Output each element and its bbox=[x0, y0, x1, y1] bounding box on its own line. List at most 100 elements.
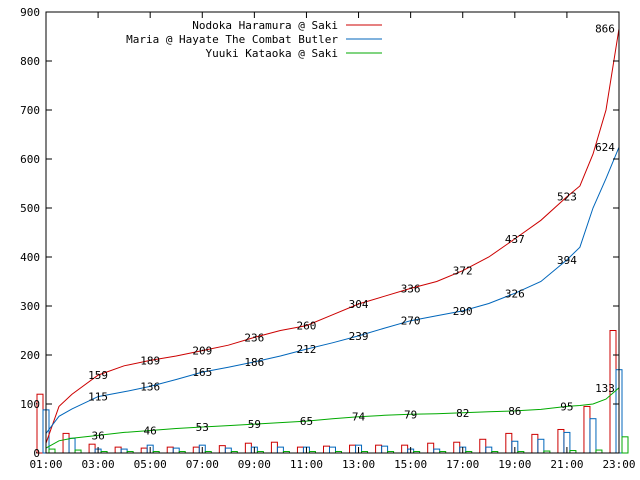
point-label: 866 bbox=[595, 23, 615, 36]
point-label: 115 bbox=[88, 391, 108, 404]
point-label: 437 bbox=[505, 233, 525, 246]
hourly-bar bbox=[323, 445, 330, 454]
point-label: 159 bbox=[88, 369, 108, 382]
hourly-bar bbox=[557, 428, 565, 454]
hourly-bar bbox=[485, 446, 493, 454]
point-label: 86 bbox=[508, 405, 521, 418]
point-labels: 159 189 209 236 260 304 336 372 437 523 866 115 136 1… bbox=[88, 23, 615, 443]
hourly-bar bbox=[375, 444, 383, 454]
point-label: 290 bbox=[453, 305, 473, 318]
point-label: 212 bbox=[297, 343, 317, 356]
hourly-bar bbox=[140, 447, 148, 454]
x-tick-label: 07:00 bbox=[186, 458, 219, 471]
hourly-bar bbox=[531, 433, 539, 454]
hourly-bar bbox=[172, 447, 180, 454]
y-tick-label: 800 bbox=[20, 55, 40, 68]
y-tick-label: 100 bbox=[20, 398, 40, 411]
hourly-bar bbox=[244, 442, 252, 454]
point-label: 523 bbox=[557, 191, 577, 204]
hourly-bar bbox=[381, 445, 389, 454]
hourly-bar bbox=[621, 436, 629, 454]
x-tick-label: 23:00 bbox=[602, 458, 635, 471]
hourly-bar bbox=[114, 446, 122, 454]
point-label: 372 bbox=[453, 265, 473, 278]
point-label: 394 bbox=[557, 254, 577, 267]
hourly-bar bbox=[192, 446, 200, 454]
hourly-bar bbox=[401, 444, 409, 454]
point-label: 133 bbox=[595, 382, 615, 395]
hourly-bar bbox=[218, 445, 226, 454]
point-label: 59 bbox=[248, 418, 261, 431]
x-tick-label: 15:00 bbox=[394, 458, 427, 471]
y-tick-label: 300 bbox=[20, 300, 40, 313]
x-tick-label: 01:00 bbox=[29, 458, 62, 471]
point-label: 624 bbox=[595, 141, 615, 154]
hourly-bar bbox=[276, 446, 284, 454]
hourly-bar bbox=[68, 437, 76, 454]
point-label: 304 bbox=[349, 298, 369, 311]
series-line bbox=[45, 387, 620, 449]
y-tick-label: 500 bbox=[20, 202, 40, 215]
point-label: 95 bbox=[560, 400, 573, 413]
y-tick-label: 400 bbox=[20, 251, 40, 264]
hourly-bar bbox=[479, 438, 487, 454]
point-label: 82 bbox=[456, 407, 469, 420]
hourly-bar bbox=[88, 443, 96, 454]
legend-label: Maria @ Hayate The Combat Butler bbox=[126, 33, 338, 46]
hourly-bar bbox=[427, 442, 435, 454]
point-label: 189 bbox=[140, 354, 160, 367]
plot-frame bbox=[45, 11, 620, 454]
hourly-bar bbox=[537, 438, 545, 454]
hourly-bar bbox=[224, 447, 232, 454]
x-tick-label: 13:00 bbox=[342, 458, 375, 471]
x-tick-label: 17:00 bbox=[446, 458, 479, 471]
point-label: 239 bbox=[349, 330, 369, 343]
y-tick-label: 0 bbox=[33, 447, 40, 460]
series-line bbox=[45, 147, 620, 434]
y-tick-label: 600 bbox=[20, 153, 40, 166]
hourly-bar bbox=[433, 448, 441, 454]
point-label: 65 bbox=[300, 415, 313, 428]
cumulative-lines bbox=[45, 28, 620, 449]
x-tick-label: 21:00 bbox=[550, 458, 583, 471]
x-tick-label: 05:00 bbox=[134, 458, 167, 471]
point-label: 186 bbox=[244, 356, 264, 369]
point-label: 165 bbox=[192, 366, 212, 379]
x-tick-label: 19:00 bbox=[498, 458, 531, 471]
y-tick-label: 700 bbox=[20, 104, 40, 117]
point-label: 46 bbox=[144, 424, 157, 437]
y-tick-label: 900 bbox=[20, 6, 40, 19]
hourly-bar bbox=[583, 405, 591, 454]
point-label: 260 bbox=[297, 320, 317, 333]
point-label: 236 bbox=[244, 331, 264, 344]
hourly-bar bbox=[270, 441, 278, 454]
hourly-bar bbox=[589, 418, 597, 454]
point-label: 53 bbox=[196, 421, 209, 434]
x-tick-label: 11:00 bbox=[290, 458, 323, 471]
hourly-bar bbox=[329, 446, 336, 454]
point-label: 270 bbox=[401, 315, 421, 328]
hourly-bar bbox=[166, 446, 174, 454]
x-tick-label: 09:00 bbox=[238, 458, 271, 471]
hourly-bar bbox=[505, 432, 513, 454]
axes: 0 100 200 300 400 500 600 700 800 900 01:00 03:00 05… bbox=[20, 6, 635, 471]
y-tick-label: 200 bbox=[20, 349, 40, 362]
point-label: 74 bbox=[352, 411, 366, 424]
hourly-bar bbox=[120, 448, 128, 454]
hourly-bar bbox=[62, 432, 70, 454]
hourly-bar bbox=[453, 441, 461, 454]
point-label: 79 bbox=[404, 408, 417, 421]
point-label: 136 bbox=[140, 380, 160, 393]
hourly-bar bbox=[349, 444, 357, 454]
point-label: 36 bbox=[91, 429, 104, 442]
hourly-bar bbox=[296, 446, 304, 454]
series-line bbox=[45, 28, 620, 444]
legend-label: Yuuki Kataoka @ Saki bbox=[206, 47, 338, 60]
hourly-bar bbox=[48, 448, 56, 454]
x-tick-label: 03:00 bbox=[82, 458, 115, 471]
point-label: 326 bbox=[505, 287, 525, 300]
point-label: 209 bbox=[192, 345, 212, 358]
